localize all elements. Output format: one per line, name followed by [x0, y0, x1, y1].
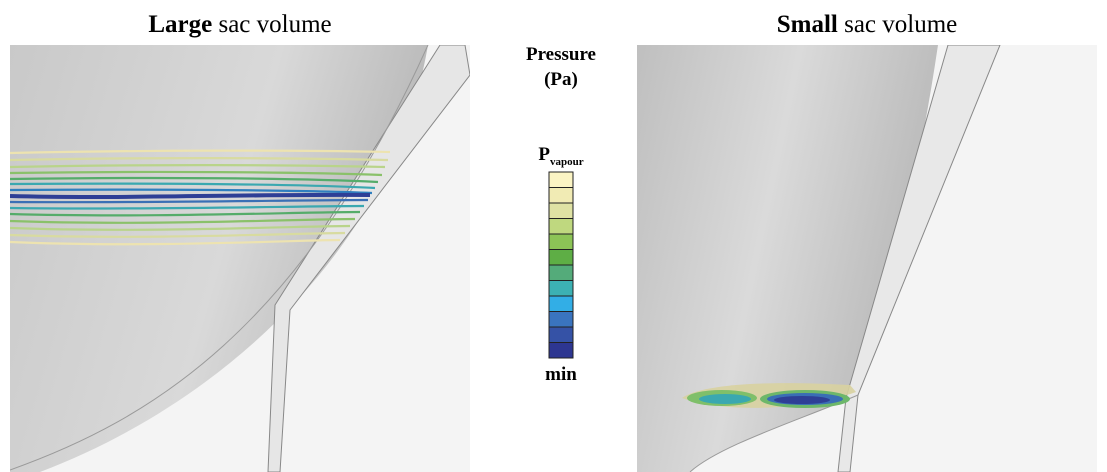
colorbar-unit: (Pa) [544, 69, 578, 90]
colorbar-min-label: min [545, 364, 577, 385]
right-panel [637, 45, 1097, 472]
colorbar-title: Pressure [526, 44, 596, 65]
panel-title: Small sac volume [777, 11, 958, 38]
panel-title: Large sac volume [148, 11, 331, 38]
colorbar [549, 172, 573, 358]
figure: Large sac volume Small sac volume Pressu… [0, 0, 1107, 472]
colorbar-max-label: Pvapour [538, 144, 583, 168]
left-panel [10, 45, 470, 472]
